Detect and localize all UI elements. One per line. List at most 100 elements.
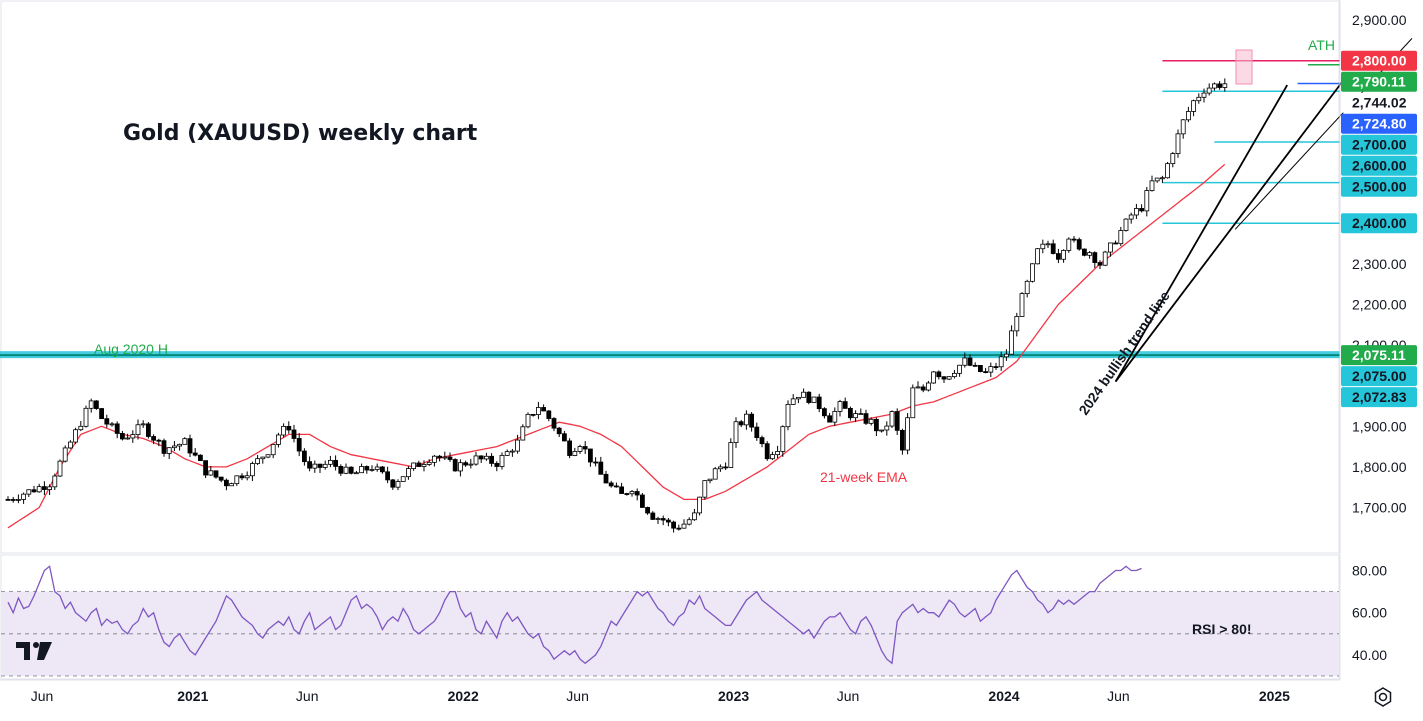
candle [1019, 292, 1025, 317]
candle [1160, 175, 1165, 183]
candle [1170, 151, 1176, 168]
time-tick-label: Jun [837, 688, 860, 704]
candle [868, 417, 874, 426]
candle [1030, 263, 1035, 283]
candle [915, 381, 921, 389]
candle [894, 408, 900, 436]
candle [816, 393, 822, 413]
candle [775, 445, 780, 459]
candle [296, 432, 302, 457]
time-axis[interactable]: Jun 2021 Jun 2022 Jun 2023 Jun 2024 Jun 2025 [0, 679, 1340, 704]
candle [509, 448, 515, 457]
candle [967, 354, 973, 367]
candle [239, 473, 245, 481]
candle [494, 461, 500, 472]
candle [1113, 240, 1118, 245]
candle [260, 456, 266, 464]
candle [83, 405, 89, 428]
candle [364, 465, 370, 474]
candle [327, 455, 333, 468]
candle [785, 400, 791, 431]
price-pane[interactable]: Gold (XAUUSD) weekly chart ATH Aug 2020 … [0, 0, 1413, 554]
candle [400, 476, 406, 482]
price-tag: 2,790.11 [1341, 71, 1417, 92]
candle [832, 407, 838, 427]
candle [842, 397, 848, 409]
candle [348, 466, 354, 475]
rsi-axis-ticks: 80.00 60.00 40.00 [1352, 563, 1387, 663]
candle [686, 517, 692, 526]
candle [900, 428, 905, 455]
candle [998, 351, 1004, 371]
candle [811, 396, 817, 403]
candle [848, 406, 853, 421]
candle [489, 453, 495, 467]
time-tick-label: 2021 [177, 688, 208, 704]
candle [431, 454, 437, 467]
candle [385, 466, 391, 484]
candle [541, 404, 546, 412]
time-tick-label: 2022 [448, 688, 479, 704]
price-tick-label: 1,800.00 [1352, 459, 1407, 475]
candle [421, 460, 427, 472]
candle [218, 476, 224, 483]
candle [889, 410, 895, 429]
trend-line-0 [1114, 84, 1288, 383]
candle [884, 421, 890, 436]
candle [759, 435, 765, 448]
candle [42, 481, 47, 496]
candle [1004, 349, 1009, 361]
svg-text:2,600.00: 2,600.00 [1352, 158, 1407, 174]
candle [104, 414, 110, 428]
gear-icon[interactable] [1372, 686, 1394, 708]
price-tag: 2,800.00 [1341, 50, 1417, 71]
candle [229, 482, 235, 487]
candle [1014, 312, 1020, 337]
candle [1108, 242, 1113, 257]
candle [1196, 93, 1202, 104]
candle [192, 448, 198, 457]
candle [255, 455, 261, 466]
candle [666, 518, 671, 527]
price-tag: 2,075.00 [1341, 366, 1417, 387]
candle [515, 434, 520, 454]
svg-text:2,790.11: 2,790.11 [1352, 74, 1406, 90]
candle [145, 422, 151, 439]
price-tag: 2,700.00 [1341, 134, 1417, 155]
candle [1050, 239, 1056, 255]
candlestick-series [5, 78, 1228, 533]
candle [31, 485, 37, 493]
rsi-pane[interactable]: RSI > 80! [0, 554, 1340, 680]
price-axis[interactable]: 1,700.00 1,800.00 1,900.00 2,200.00 2,300.00… [1339, 0, 1417, 680]
candle [1040, 239, 1046, 254]
candle [166, 447, 172, 460]
rsi-tick-label: 60.00 [1352, 605, 1387, 621]
ema-label: 21-week EMA [820, 469, 908, 485]
candle [1144, 186, 1150, 217]
candle [1201, 88, 1207, 103]
candle [437, 454, 443, 462]
candle [317, 463, 323, 474]
candle [125, 433, 130, 440]
tradingview-logo[interactable] [16, 640, 56, 662]
candle [99, 408, 104, 420]
candle [744, 410, 749, 430]
candle [536, 401, 541, 420]
price-tag: 2,500.00 [1341, 176, 1417, 197]
price-tag: 2,600.00 [1341, 155, 1417, 176]
ath-highlight-box [1235, 49, 1253, 85]
candle [88, 398, 94, 413]
candle [879, 429, 884, 433]
aug-2020-high-label: Aug 2020 H [94, 341, 168, 357]
candle [645, 506, 650, 515]
candle [10, 496, 16, 503]
trend-line-1 [1114, 78, 1346, 383]
candle [73, 427, 78, 445]
time-tick-label: Jun [1107, 688, 1130, 704]
candle [15, 494, 21, 504]
time-tick-label: 2023 [718, 688, 749, 704]
candle [161, 438, 167, 457]
candle [978, 365, 983, 373]
candle [249, 461, 255, 482]
